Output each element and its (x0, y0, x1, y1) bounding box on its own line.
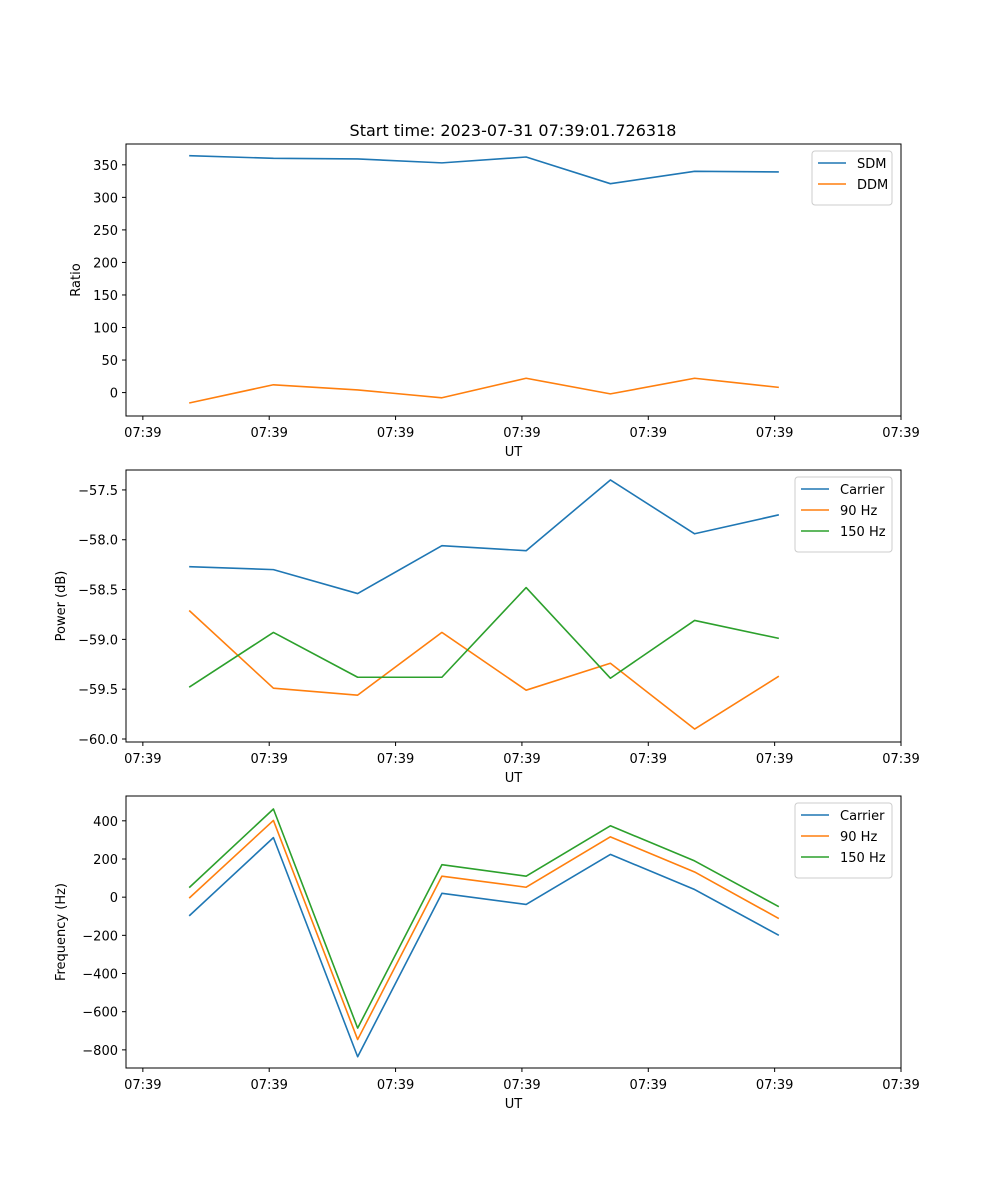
y-tick-label: −59.5 (78, 683, 118, 698)
x-tick-label: 07:39 (250, 1078, 287, 1093)
y-tick-label: −58.5 (78, 584, 118, 599)
y-tick-label: 100 (93, 322, 118, 337)
y-tick-label: −200 (82, 929, 118, 944)
x-tick-label: 07:39 (882, 1078, 919, 1093)
y-axis-label: Power (dB) (54, 571, 69, 642)
x-tick-label: 07:39 (377, 752, 414, 767)
x-tick-label: 07:39 (377, 1078, 414, 1093)
y-tick-label: 200 (93, 256, 118, 271)
series-line-150-hz (188, 808, 780, 1029)
x-tick-label: 07:39 (377, 426, 414, 441)
x-axis-label: UT (505, 771, 523, 786)
y-tick-label: 250 (93, 224, 118, 239)
series-line-carrier (188, 836, 780, 1058)
y-tick-label: 150 (93, 289, 118, 304)
legend: SDM DDM (811, 150, 893, 206)
legend-label: 150 Hz (840, 525, 886, 540)
y-tick-label: 200 (93, 853, 118, 868)
y-axis-label: Frequency (Hz) (54, 883, 69, 981)
x-tick-label: 07:39 (756, 752, 793, 767)
axes-frame (125, 469, 902, 743)
series-line-90-hz (188, 609, 780, 730)
x-tick-label: 07:39 (882, 426, 919, 441)
chart-panel-3: 07:39 07:39 07:39 07:39 07:39 07:39 07:39 −800 −… (54, 795, 920, 1112)
y-tick-label: −59.0 (78, 633, 118, 648)
legend: Carrier 90 Hz 150 Hz (794, 802, 893, 879)
y-tick-label: 0 (110, 387, 118, 402)
x-tick-label: 07:39 (756, 1078, 793, 1093)
y-tick-label: 0 (110, 891, 118, 906)
x-tick-label: 07:39 (503, 1078, 540, 1093)
y-tick-label: −58.0 (78, 534, 118, 549)
legend-label: 90 Hz (840, 504, 877, 519)
y-tick-label: 350 (93, 159, 118, 174)
chart-panel-2: 07:39 07:39 07:39 07:39 07:39 07:39 07:39 −60.0… (54, 469, 920, 786)
legend-label: DDM (857, 178, 888, 193)
legend-label: SDM (857, 157, 886, 172)
series-line-ddm (189, 377, 779, 404)
series-line-150-hz (188, 586, 780, 688)
axes-frame (125, 795, 902, 1069)
legend-label: Carrier (840, 483, 885, 498)
y-axis-label: Ratio (69, 263, 84, 296)
chart-panel-1: 07:39 07:39 07:39 07:39 07:39 07:39 07:39 0 50 10… (69, 143, 920, 460)
legend-label: Carrier (840, 809, 885, 824)
legend-box (794, 476, 893, 553)
x-tick-label: 07:39 (124, 752, 161, 767)
x-tick-label: 07:39 (250, 752, 287, 767)
series-line-sdm (189, 154, 779, 185)
y-tick-label: 400 (93, 815, 118, 830)
figure-title: Start time: 2023-07-31 07:39:01.726318 (350, 121, 677, 140)
legend-label: 150 Hz (840, 851, 886, 866)
x-axis-label: UT (505, 1097, 523, 1112)
x-tick-label: 07:39 (630, 1078, 667, 1093)
y-tick-label: −400 (82, 968, 118, 983)
x-tick-label: 07:39 (630, 752, 667, 767)
legend-box (794, 802, 893, 879)
series-line-carrier (189, 479, 780, 595)
series-line-90-hz (188, 819, 780, 1041)
x-tick-label: 07:39 (756, 426, 793, 441)
x-axis-label: UT (505, 445, 523, 460)
y-tick-label: −800 (82, 1044, 118, 1059)
x-tick-label: 07:39 (250, 426, 287, 441)
legend-label: 90 Hz (840, 830, 877, 845)
x-tick-label: 07:39 (503, 752, 540, 767)
x-tick-label: 07:39 (630, 426, 667, 441)
y-tick-label: −600 (82, 1006, 118, 1021)
x-tick-label: 07:39 (503, 426, 540, 441)
legend-box (811, 150, 893, 206)
legend: Carrier 90 Hz 150 Hz (794, 476, 893, 553)
y-tick-label: 300 (93, 191, 118, 206)
y-tick-label: −60.0 (78, 733, 118, 748)
x-tick-label: 07:39 (124, 426, 161, 441)
x-tick-label: 07:39 (124, 1078, 161, 1093)
axes-frame (125, 143, 902, 417)
y-tick-label: 50 (101, 354, 118, 369)
y-tick-label: −57.5 (78, 484, 118, 499)
x-tick-label: 07:39 (882, 752, 919, 767)
